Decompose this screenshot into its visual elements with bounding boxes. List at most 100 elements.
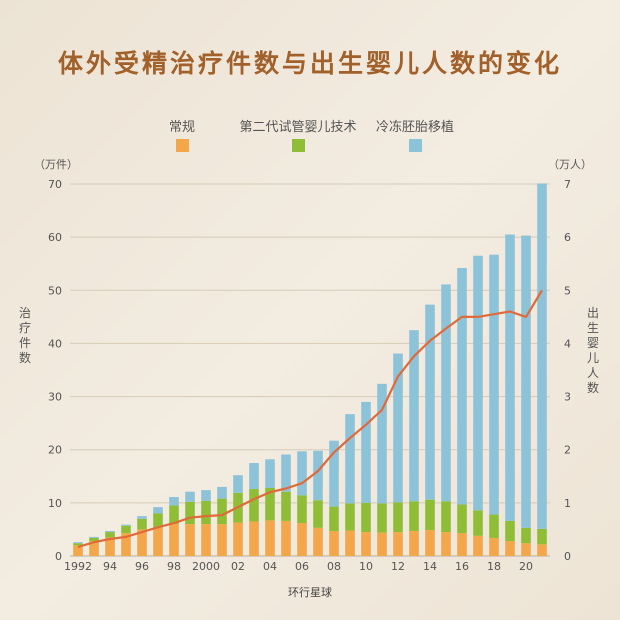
legend-item-conventional: 常规 — [162, 116, 202, 152]
bar-segment — [217, 486, 227, 499]
y-right-tick-label: 3 — [564, 391, 571, 404]
bar-segment — [521, 527, 531, 544]
y-left-tick-label: 20 — [48, 444, 62, 457]
bar-segment — [185, 501, 195, 525]
x-tick-label: 98 — [167, 560, 181, 573]
bar-segment — [521, 543, 531, 556]
bar-segment — [505, 234, 515, 521]
legend-swatch-conventional — [175, 139, 189, 152]
bar-segment — [377, 532, 387, 556]
bar-segment — [201, 524, 211, 556]
y-left-tick-label: 70 — [48, 178, 62, 191]
bar-segment — [393, 532, 403, 556]
bar-segment — [137, 516, 147, 519]
bar-segment — [201, 500, 211, 525]
y-left-tick-label: 10 — [48, 497, 62, 510]
x-tick-label: 16 — [455, 560, 469, 573]
bar-segment — [537, 544, 547, 556]
bar-segment — [169, 524, 179, 556]
bar-segment — [457, 504, 467, 534]
bar-segment — [361, 502, 371, 533]
bar-segment — [265, 459, 275, 488]
x-tick-label: 06 — [295, 560, 309, 573]
bar-segment — [281, 491, 291, 521]
bar-segment — [409, 531, 419, 556]
bar-segment — [297, 451, 307, 496]
y-right-tick-label: 7 — [564, 178, 571, 191]
bar-segment — [73, 543, 83, 546]
bar-segment — [73, 545, 83, 556]
bar-segment — [249, 521, 259, 556]
legend-item-frozen: 冷冻胚胎移植 — [368, 116, 462, 152]
bar-segment — [473, 255, 483, 511]
bar-segment — [137, 518, 147, 530]
bar-segment — [89, 536, 99, 538]
legend: 常规 第二代试管婴儿技术 冷冻胚胎移植 — [0, 116, 620, 156]
bar-segment — [169, 505, 179, 525]
bar-segment — [169, 497, 179, 506]
legend-label-icsi: 第二代试管婴儿技术 — [239, 120, 357, 135]
bar-segment — [441, 284, 451, 502]
bar-segment — [457, 533, 467, 556]
x-tick-label: 02 — [231, 560, 245, 573]
bar-segment — [153, 527, 163, 556]
left-axis-unit: （万件） — [34, 158, 78, 171]
right-axis-unit: （万人） — [548, 158, 592, 171]
bar-segment — [153, 507, 163, 514]
bar-segment — [521, 235, 531, 528]
legend-item-icsi: 第二代试管婴儿技术 — [228, 116, 368, 152]
bar-segment — [249, 463, 259, 490]
bar-segment — [361, 532, 371, 556]
x-tick-label: 12 — [391, 560, 405, 573]
bar-segment — [313, 500, 323, 528]
bar-segment — [329, 440, 339, 507]
bar-segment — [329, 506, 339, 532]
bar-segment — [329, 531, 339, 556]
y-right-tick-label: 6 — [564, 231, 571, 244]
bar-segment — [505, 520, 515, 542]
bar-segment — [121, 533, 131, 556]
bar-segment — [73, 542, 83, 544]
x-tick-label: 96 — [135, 560, 149, 573]
bar-segment — [377, 383, 387, 504]
bar-segment — [89, 541, 99, 556]
bar-segment — [425, 529, 435, 556]
bar-segment — [297, 495, 307, 524]
bar-segment — [217, 498, 227, 525]
legend-swatch-icsi — [291, 139, 305, 152]
bar-segment — [137, 529, 147, 556]
bar-segment — [153, 513, 163, 528]
bar-segment — [233, 522, 243, 556]
x-tick-label: 20 — [519, 560, 533, 573]
bar-segment — [409, 501, 419, 532]
x-tick-label: 10 — [359, 560, 373, 573]
y-left-tick-label: 50 — [48, 284, 62, 297]
legend-swatch-frozen — [408, 139, 422, 152]
bar-segment — [537, 528, 547, 545]
bar-segment — [281, 454, 291, 492]
x-tick-label: 94 — [103, 560, 117, 573]
bar-segment — [425, 304, 435, 500]
bar-segment — [313, 450, 323, 501]
bar-segment — [473, 535, 483, 556]
y-right-tick-label: 5 — [564, 284, 571, 297]
x-tick-label: 18 — [487, 560, 501, 573]
x-tick-label: 08 — [327, 560, 341, 573]
bar-segment — [185, 491, 195, 502]
bar-segment — [105, 537, 115, 556]
bar-segment — [281, 520, 291, 556]
bar-segment — [217, 524, 227, 556]
bar-segment — [473, 510, 483, 536]
bar-segment — [537, 183, 547, 529]
right-axis-title: 出生婴儿人数 — [586, 306, 599, 395]
y-left-tick-label: 60 — [48, 231, 62, 244]
bar-segment — [345, 530, 355, 556]
bar-segment — [505, 541, 515, 556]
bar-segment — [233, 475, 243, 493]
y-right-tick-label: 4 — [564, 337, 571, 350]
x-tick-label: 2000 — [192, 560, 220, 573]
x-tick-label: 14 — [423, 560, 437, 573]
bar-segment — [489, 537, 499, 556]
bar-segment — [265, 520, 275, 556]
